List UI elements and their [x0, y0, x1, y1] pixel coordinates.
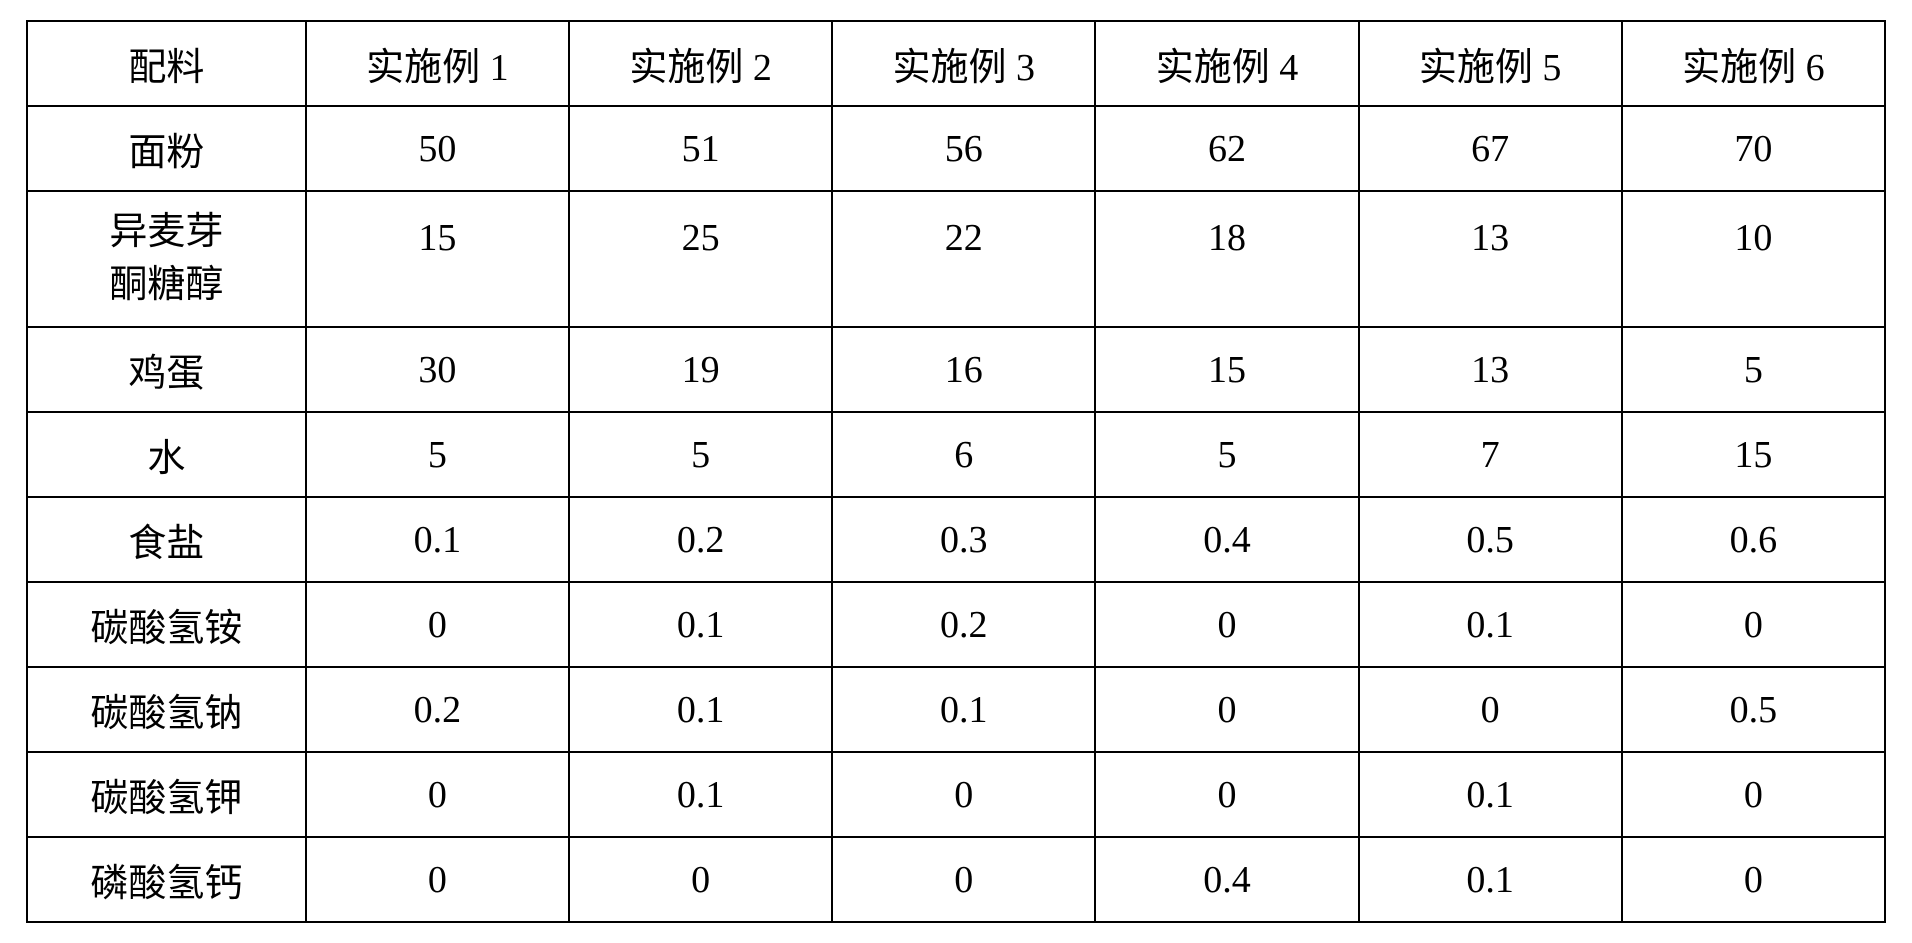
cell-value: 10 [1622, 191, 1885, 327]
cell-value: 0.2 [569, 497, 832, 582]
header-example-3: 实施例 3 [832, 21, 1095, 106]
cell-value: 16 [832, 327, 1095, 412]
cell-value: 70 [1622, 106, 1885, 191]
cell-value: 25 [569, 191, 832, 327]
table-header-row: 配料 实施例 1 实施例 2 实施例 3 实施例 4 实施例 5 实施例 6 [27, 21, 1885, 106]
cell-value: 0.4 [1095, 837, 1358, 922]
table-row: 异麦芽 酮糖醇 15 25 22 18 13 10 [27, 191, 1885, 327]
cell-value: 19 [569, 327, 832, 412]
cell-value: 0 [1095, 752, 1358, 837]
cell-value: 0 [1359, 667, 1622, 752]
cell-value: 7 [1359, 412, 1622, 497]
cell-value: 56 [832, 106, 1095, 191]
cell-value: 0.1 [1359, 837, 1622, 922]
cell-value: 51 [569, 106, 832, 191]
ingredient-name: 碳酸氢铵 [27, 582, 306, 667]
header-ingredient: 配料 [27, 21, 306, 106]
ingredients-table: 配料 实施例 1 实施例 2 实施例 3 实施例 4 实施例 5 实施例 6 面… [26, 20, 1886, 923]
cell-value: 5 [1622, 327, 1885, 412]
cell-value: 0 [832, 752, 1095, 837]
cell-value: 0 [832, 837, 1095, 922]
cell-value: 0.5 [1359, 497, 1622, 582]
cell-value: 0 [306, 837, 569, 922]
header-example-4: 实施例 4 [1095, 21, 1358, 106]
cell-value: 0.2 [832, 582, 1095, 667]
cell-value: 15 [306, 191, 569, 327]
ingredient-name: 面粉 [27, 106, 306, 191]
cell-value: 0 [1622, 582, 1885, 667]
header-example-6: 实施例 6 [1622, 21, 1885, 106]
table-body: 配料 实施例 1 实施例 2 实施例 3 实施例 4 实施例 5 实施例 6 面… [27, 21, 1885, 922]
cell-value: 5 [569, 412, 832, 497]
table-row: 面粉 50 51 56 62 67 70 [27, 106, 1885, 191]
cell-value: 5 [1095, 412, 1358, 497]
cell-value: 0.3 [832, 497, 1095, 582]
cell-value: 13 [1359, 327, 1622, 412]
cell-value: 0 [306, 752, 569, 837]
ingredient-name: 食盐 [27, 497, 306, 582]
ingredient-name: 磷酸氢钙 [27, 837, 306, 922]
cell-value: 22 [832, 191, 1095, 327]
ingredient-name: 碳酸氢钠 [27, 667, 306, 752]
table-row: 碳酸氢铵 0 0.1 0.2 0 0.1 0 [27, 582, 1885, 667]
table-row: 磷酸氢钙 0 0 0 0.4 0.1 0 [27, 837, 1885, 922]
cell-value: 5 [306, 412, 569, 497]
table-row: 碳酸氢钠 0.2 0.1 0.1 0 0 0.5 [27, 667, 1885, 752]
cell-value: 0.1 [569, 667, 832, 752]
table-row: 鸡蛋 30 19 16 15 13 5 [27, 327, 1885, 412]
header-example-2: 实施例 2 [569, 21, 832, 106]
table-row: 食盐 0.1 0.2 0.3 0.4 0.5 0.6 [27, 497, 1885, 582]
cell-value: 0 [306, 582, 569, 667]
ingredient-name: 鸡蛋 [27, 327, 306, 412]
cell-value: 15 [1622, 412, 1885, 497]
cell-value: 30 [306, 327, 569, 412]
cell-value: 0.6 [1622, 497, 1885, 582]
header-example-5: 实施例 5 [1359, 21, 1622, 106]
cell-value: 0.2 [306, 667, 569, 752]
ingredients-table-container: 配料 实施例 1 实施例 2 实施例 3 实施例 4 实施例 5 实施例 6 面… [26, 20, 1886, 923]
cell-value: 6 [832, 412, 1095, 497]
cell-value: 0.4 [1095, 497, 1358, 582]
ingredient-name: 碳酸氢钾 [27, 752, 306, 837]
cell-value: 18 [1095, 191, 1358, 327]
table-row: 碳酸氢钾 0 0.1 0 0 0.1 0 [27, 752, 1885, 837]
cell-value: 0 [1095, 582, 1358, 667]
cell-value: 15 [1095, 327, 1358, 412]
cell-value: 0 [1095, 667, 1358, 752]
cell-value: 0.1 [306, 497, 569, 582]
ingredient-name: 水 [27, 412, 306, 497]
cell-value: 62 [1095, 106, 1358, 191]
table-row: 水 5 5 6 5 7 15 [27, 412, 1885, 497]
cell-value: 0.1 [832, 667, 1095, 752]
ingredient-name-multiline: 异麦芽 酮糖醇 [27, 191, 306, 327]
cell-value: 67 [1359, 106, 1622, 191]
cell-value: 0.1 [1359, 752, 1622, 837]
cell-value: 0 [1622, 752, 1885, 837]
cell-value: 0.1 [569, 752, 832, 837]
cell-value: 50 [306, 106, 569, 191]
header-example-1: 实施例 1 [306, 21, 569, 106]
cell-value: 0 [1622, 837, 1885, 922]
cell-value: 0.1 [1359, 582, 1622, 667]
cell-value: 13 [1359, 191, 1622, 327]
cell-value: 0.1 [569, 582, 832, 667]
cell-value: 0 [569, 837, 832, 922]
cell-value: 0.5 [1622, 667, 1885, 752]
